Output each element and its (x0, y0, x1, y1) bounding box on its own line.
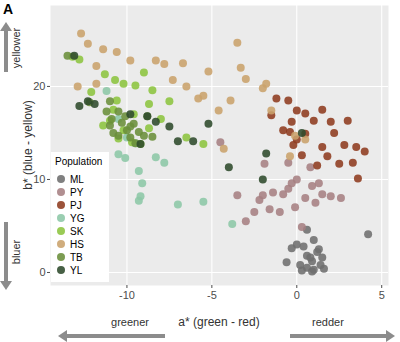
svg-text:TB: TB (70, 252, 83, 263)
svg-text:YL: YL (70, 265, 83, 276)
svg-text:A: A (3, 1, 13, 17)
svg-text:5: 5 (379, 289, 385, 301)
svg-text:b* (blue - yellow): b* (blue - yellow) (21, 100, 35, 189)
svg-text:Population: Population (55, 156, 102, 167)
svg-text:-10: -10 (119, 289, 135, 301)
svg-text:10: 10 (33, 173, 45, 185)
svg-text:ML: ML (70, 174, 84, 185)
svg-text:a* (green - red): a* (green - red) (178, 315, 259, 329)
svg-text:-5: -5 (207, 289, 217, 301)
svg-text:SK: SK (70, 226, 84, 237)
svg-text:0: 0 (294, 289, 300, 301)
svg-text:bluer: bluer (10, 239, 22, 264)
svg-text:HS: HS (70, 239, 84, 250)
svg-text:0: 0 (39, 266, 45, 278)
svg-text:PY: PY (70, 187, 84, 198)
svg-text:YG: YG (70, 213, 85, 224)
svg-text:redder: redder (312, 316, 344, 328)
svg-text:greener: greener (111, 316, 149, 328)
svg-text:yellower: yellower (10, 27, 22, 68)
svg-text:20: 20 (33, 80, 45, 92)
svg-text:PJ: PJ (70, 200, 82, 211)
